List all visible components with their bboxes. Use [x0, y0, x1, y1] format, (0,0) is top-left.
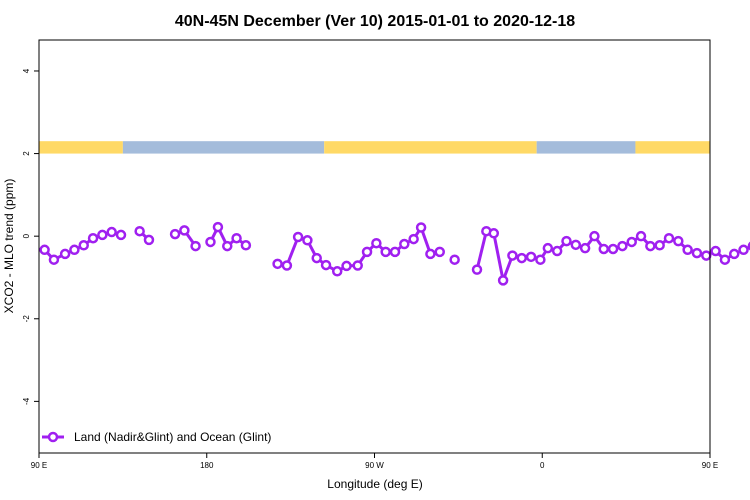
data-point [352, 260, 363, 271]
data-point [434, 246, 445, 258]
data-point [542, 242, 554, 254]
data-point [408, 233, 419, 245]
x-tick-label: 90 W [365, 461, 384, 470]
data-point [205, 236, 216, 248]
data-point [311, 252, 322, 264]
data-point [598, 243, 610, 255]
data-series [39, 221, 750, 286]
data-point [425, 248, 436, 260]
strip-land [635, 141, 710, 154]
data-point [516, 252, 527, 264]
data-point [106, 226, 117, 238]
data-point [449, 254, 460, 265]
data-point [179, 225, 190, 236]
data-point [302, 235, 313, 246]
data-point [626, 236, 637, 248]
x-tick-label: 90 E [702, 461, 718, 470]
x-axis: 90 E 180 90 W 0 90 E [31, 453, 718, 470]
data-point [673, 235, 684, 247]
x-axis-label: Longitude (deg E) [327, 477, 422, 491]
data-point [710, 245, 721, 257]
data-point [635, 230, 647, 242]
data-point [663, 232, 675, 244]
data-point [415, 222, 427, 233]
data-point [738, 244, 749, 256]
legend-label: Land (Nadir&Glint) and Ocean (Glint) [74, 430, 271, 444]
strip-ocean [122, 141, 325, 154]
data-point [222, 240, 233, 252]
x-tick-label: 90 E [31, 461, 47, 470]
y-tick-label: 4 [22, 68, 31, 73]
legend: Land (Nadir&Glint) and Ocean (Glint) [42, 430, 271, 444]
data-point [240, 240, 252, 251]
data-point [78, 240, 89, 251]
y-axis-label: XCO2 - MLO trend (ppm) [2, 179, 16, 314]
legend-marker [47, 431, 59, 443]
data-point [607, 243, 619, 255]
data-point [380, 246, 391, 258]
strip-land [324, 141, 537, 154]
data-point [272, 258, 283, 270]
x-tick-label: 180 [200, 461, 214, 470]
y-tick-label: 2 [22, 151, 31, 156]
data-point [617, 240, 628, 252]
y-tick-label: -4 [22, 397, 31, 405]
y-tick-label: -2 [22, 315, 31, 323]
data-point [589, 230, 600, 242]
data-point [551, 245, 563, 257]
data-point [87, 232, 99, 244]
data-point [231, 232, 242, 244]
data-point [371, 237, 382, 249]
data-point [69, 244, 80, 256]
data-point [320, 259, 332, 271]
data-point [48, 254, 60, 265]
data-point [682, 244, 693, 256]
data-point [281, 260, 293, 271]
data-point [570, 239, 582, 251]
data-point [39, 244, 50, 256]
data-point [169, 228, 181, 240]
data-point [59, 248, 71, 260]
data-point [471, 264, 483, 275]
data-point [97, 229, 108, 241]
data-point [292, 231, 304, 243]
data-point [701, 250, 712, 261]
data-point [525, 251, 537, 263]
data-point [561, 235, 572, 247]
y-axis: -4 -2 0 2 4 [22, 68, 39, 405]
data-point [212, 221, 224, 233]
data-point [497, 275, 509, 286]
data-point [579, 242, 591, 254]
data-point [190, 240, 201, 252]
strip-land [39, 141, 123, 154]
data-point [507, 250, 518, 261]
data-point [645, 240, 656, 252]
surface-strip [39, 141, 710, 154]
strip-ocean [536, 141, 636, 154]
data-point [143, 234, 155, 246]
data-point [115, 229, 127, 241]
data-point [134, 225, 145, 237]
data-point [361, 246, 373, 258]
data-point [331, 266, 343, 277]
data-point [341, 260, 352, 272]
data-point [719, 254, 731, 265]
data-point [728, 248, 740, 260]
data-point [535, 254, 546, 265]
data-point [399, 238, 410, 250]
y-tick-label: 0 [22, 233, 31, 238]
data-point [691, 247, 703, 259]
chart-title: 40N-45N December (Ver 10) 2015-01-01 to … [175, 13, 575, 30]
data-point [389, 246, 401, 258]
data-point [654, 240, 665, 251]
x-tick-label: 0 [540, 461, 545, 470]
data-point [488, 228, 500, 239]
